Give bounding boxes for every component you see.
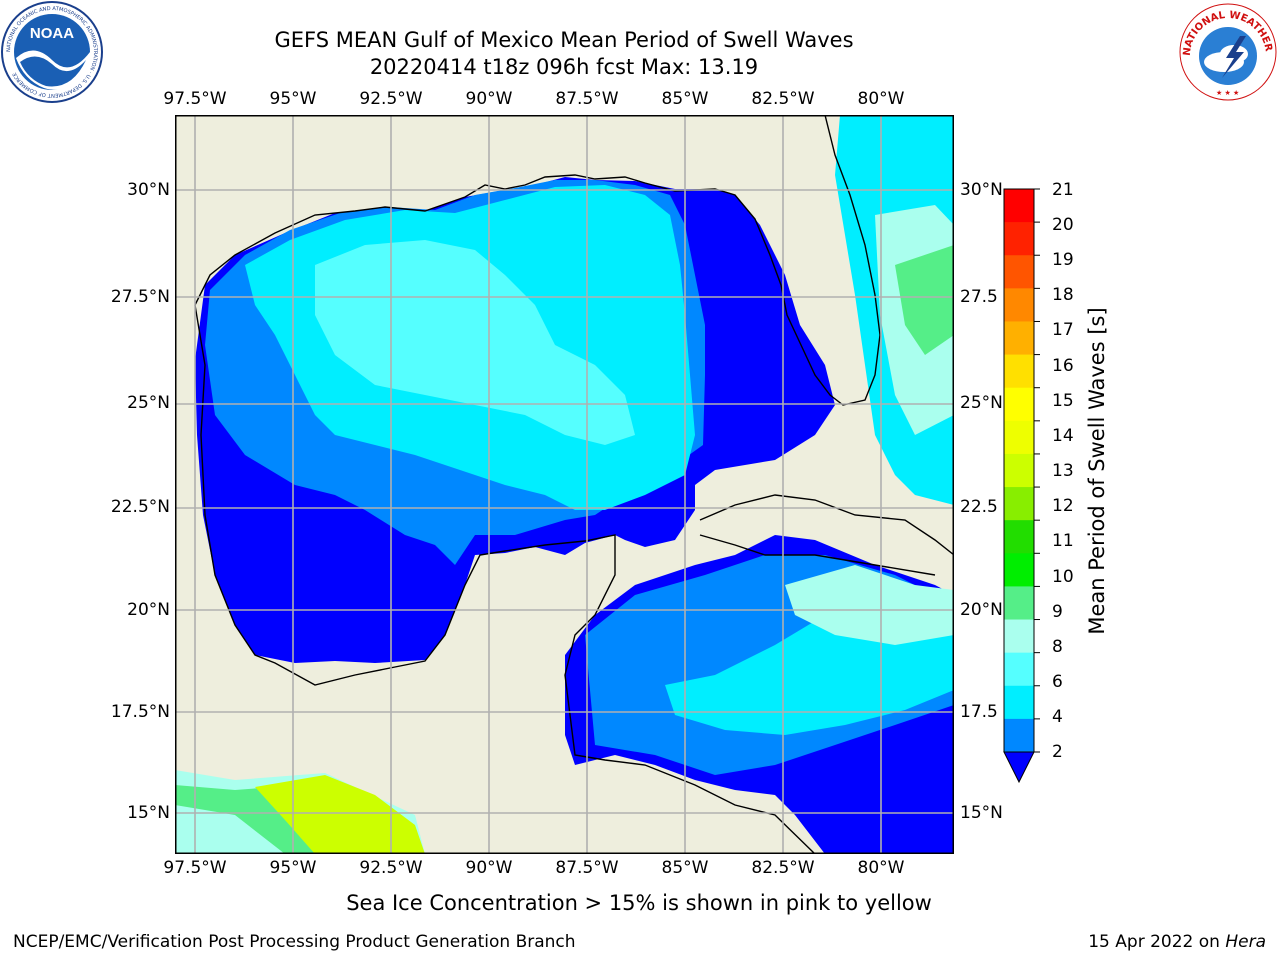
colorbar-cell [1004,553,1034,587]
nws-logo: NATIONAL WEATHER SERVICE ★ ★ ★ [1176,0,1277,101]
sea-ice-note-text: Sea Ice Concentration > 15% is shown in … [346,891,932,915]
lon-label-top: 92.5°W [359,89,423,109]
lat-label-right: 25°N [960,393,1003,413]
lon-label-top: 97.5°W [163,89,227,109]
colorbar-cell [1004,387,1034,422]
colorbar-tick-label: 8 [1052,637,1063,657]
colorbar-cell [1004,420,1034,455]
lat-label-right: 27.5 [960,287,998,307]
graticule [175,115,954,854]
noaa-logo-text: NOAA [30,25,74,42]
colorbar-tick-label: 4 [1052,707,1063,727]
lon-label-bottom: 80°W [857,858,905,878]
gulf-light-cyan-patch [315,240,635,445]
colorbar-cell [1004,354,1034,389]
lat-label-left: 17.5°N [110,702,170,722]
colorbar-tick-label: 14 [1052,426,1074,446]
caribbean-light-patch [785,565,954,645]
lon-label-bottom: 92.5°W [359,858,423,878]
colorbar-tick-label: 20 [1052,215,1074,235]
footer-date-text: 15 Apr 2022 on [1088,932,1226,952]
colorbar-tick-label: 10 [1052,567,1074,587]
pacific-yellow-green-band [255,775,425,854]
lon-label-top: 80°W [857,89,905,109]
atlantic-green-patch [895,245,954,355]
colorbar-cell [1004,619,1034,654]
colorbar-tick-label: 15 [1052,391,1074,411]
colorbar-tick-label: 19 [1052,250,1074,270]
lon-label-bottom: 82.5°W [751,858,815,878]
colorbar-extend-arrow [1003,751,1035,784]
noaa-logo: NOAA NATIONAL OCEANIC AND ATMOSPHERIC AD… [1,1,103,103]
colorbar-tick-label: 17 [1052,320,1074,340]
colorbar-cell [1004,288,1034,322]
lat-label-right: 30°N [960,180,1003,200]
footer-branch: NCEP/EMC/Verification Post Processing Pr… [13,932,576,952]
colorbar-tick-label: 21 [1052,180,1074,200]
lon-label-top: 87.5°W [555,89,619,109]
lon-label-top: 82.5°W [751,89,815,109]
colorbar-cell [1004,487,1034,521]
colorbar-tick-label: 9 [1052,602,1063,622]
colorbar-cell [1004,255,1034,289]
lon-label-bottom: 85°W [661,858,709,878]
colorbar-cell [1004,222,1034,256]
lat-label-left: 22.5°N [110,497,170,517]
colorbar-frame [1003,188,1035,753]
svg-text:★ ★ ★: ★ ★ ★ [1216,89,1239,97]
colorbar-cell [1004,520,1034,554]
lon-label-bottom: 95°W [269,858,317,878]
coastline-mexico [194,304,816,854]
lat-label-right: 17.5 [960,702,998,722]
footer-machine: Hera [1225,932,1266,952]
lon-label-top: 90°W [465,89,513,109]
colorbar [1003,188,1040,784]
lat-label-left: 20°N [127,600,170,620]
colorbar-tick-label: 12 [1052,496,1074,516]
map-panel [175,115,954,854]
colorbar-cell [1004,321,1034,356]
colorbar-cell [1004,586,1034,621]
colorbar-tick-label: 2 [1052,742,1063,762]
colorbar-cell [1004,685,1034,720]
lat-label-left: 27.5°N [110,287,170,307]
colorbar-axis-label: Mean Period of Swell Waves [s] [1085,307,1109,635]
colorbar-tick-label: 18 [1052,285,1074,305]
colorbar-tick-label: 6 [1052,672,1063,692]
colorbar-tick-label: 13 [1052,461,1074,481]
map-frame [175,115,954,854]
lat-label-right: 15°N [960,803,1003,823]
colorbar-cell [1004,453,1034,488]
lon-label-top: 85°W [661,89,709,109]
footer-date: 15 Apr 2022 on Hera [1088,932,1266,952]
lat-label-right: 22.5 [960,497,998,517]
lon-label-top: 95°W [269,89,317,109]
colorbar-tick-label: 16 [1052,356,1074,376]
lat-label-left: 15°N [127,803,170,823]
lat-label-right: 20°N [960,600,1003,620]
colorbar-cell [1004,652,1034,687]
lat-label-left: 25°N [127,393,170,413]
chart-subtitle: 20220414 t18z 096h fcst Max: 13.19 [369,55,759,79]
lat-label-left: 30°N [127,180,170,200]
sea-ice-note: Sea Ice Concentration > 15% is shown in … [0,891,1280,915]
chart-title: GEFS MEAN Gulf of Mexico Mean Period of … [274,28,854,52]
colorbar-cell [1004,718,1034,753]
lon-label-bottom: 90°W [465,858,513,878]
colorbar-tick-label: 11 [1052,531,1074,551]
lon-label-bottom: 87.5°W [555,858,619,878]
lon-label-bottom: 97.5°W [163,858,227,878]
colorbar-cell [1004,189,1034,223]
